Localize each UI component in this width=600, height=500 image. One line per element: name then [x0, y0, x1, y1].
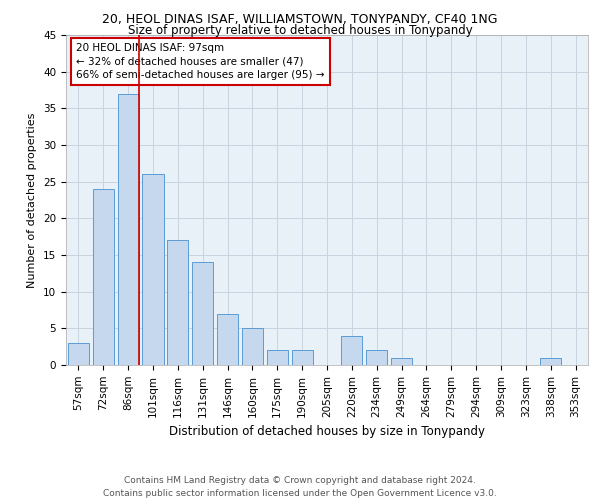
- Bar: [540, 358, 561, 365]
- Bar: [93, 189, 114, 365]
- Bar: [167, 240, 188, 365]
- Bar: [242, 328, 263, 365]
- Text: 20 HEOL DINAS ISAF: 97sqm
← 32% of detached houses are smaller (47)
66% of semi-: 20 HEOL DINAS ISAF: 97sqm ← 32% of detac…: [76, 44, 325, 80]
- Bar: [118, 94, 139, 365]
- Bar: [341, 336, 362, 365]
- Bar: [217, 314, 238, 365]
- Bar: [391, 358, 412, 365]
- Bar: [292, 350, 313, 365]
- Text: Contains HM Land Registry data © Crown copyright and database right 2024.
Contai: Contains HM Land Registry data © Crown c…: [103, 476, 497, 498]
- Bar: [192, 262, 213, 365]
- X-axis label: Distribution of detached houses by size in Tonypandy: Distribution of detached houses by size …: [169, 425, 485, 438]
- Bar: [142, 174, 164, 365]
- Text: Size of property relative to detached houses in Tonypandy: Size of property relative to detached ho…: [128, 24, 472, 37]
- Text: 20, HEOL DINAS ISAF, WILLIAMSTOWN, TONYPANDY, CF40 1NG: 20, HEOL DINAS ISAF, WILLIAMSTOWN, TONYP…: [102, 12, 498, 26]
- Bar: [366, 350, 387, 365]
- Bar: [68, 343, 89, 365]
- Bar: [267, 350, 288, 365]
- Y-axis label: Number of detached properties: Number of detached properties: [28, 112, 37, 288]
